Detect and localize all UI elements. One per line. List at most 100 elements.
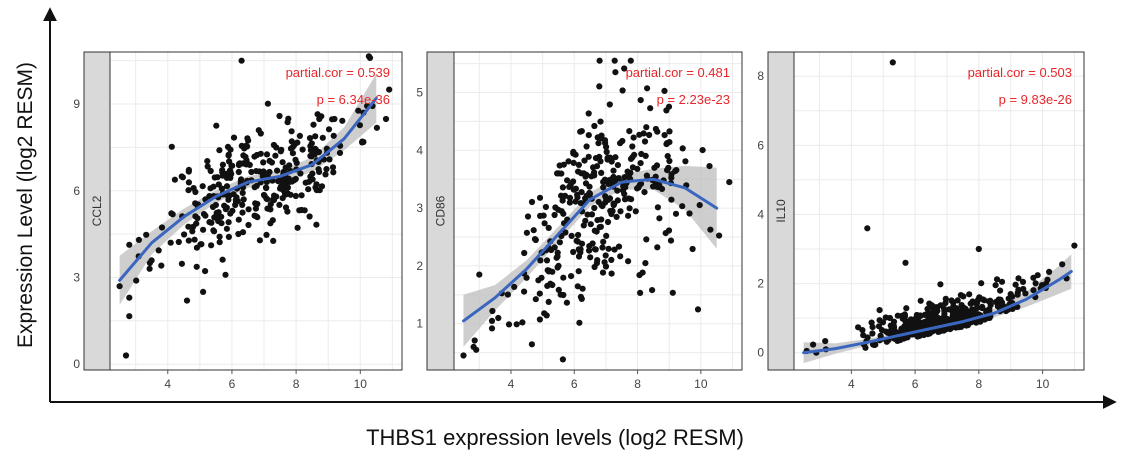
scatter-point [495,314,502,322]
scatter-point [615,175,622,182]
scatter-point [669,289,676,296]
scatter-point [218,213,225,220]
scatter-point [536,194,544,201]
scatter-point [578,189,585,196]
scatter-point [643,124,650,131]
scatter-point [1012,281,1019,288]
scatter-point [981,297,988,304]
scatter-point [591,246,599,253]
scatter-point [928,302,935,309]
scatter-point [227,168,234,175]
scatter-point [513,321,520,328]
scatter-point [523,229,531,236]
scatter-point [997,287,1004,294]
scatter-point [665,227,673,234]
scatter-point [257,130,264,137]
scatter-point [280,180,287,187]
scatter-point [292,175,299,183]
scatter-point [251,212,258,219]
scatter-point [579,285,586,292]
scatter-point [868,319,875,326]
scatter-point [373,124,380,131]
scatter-point [614,187,621,194]
scatter-point [574,191,581,198]
scatter-point [582,173,589,180]
scatter-point [319,134,326,141]
x-tick-label: 10 [354,377,368,391]
scatter-point [232,201,239,209]
scatter-point [215,181,222,188]
scatter-point [894,312,901,319]
scatter-point [532,296,539,303]
scatter-point [323,166,330,173]
scatter-point [200,288,207,295]
scatter-point [233,194,240,201]
scatter-point [158,262,165,269]
scatter-point [679,145,686,152]
x-tick-label: 8 [634,377,641,391]
y-tick-label: 3 [73,270,80,284]
scatter-point [603,232,610,239]
scatter-point [551,244,558,251]
scatter-point [286,162,293,169]
scatter-point [285,175,292,182]
scatter-point [298,192,305,199]
scatter-point [883,328,890,335]
scatter-point [610,202,617,209]
scatter-point [716,232,723,239]
scatter-point [227,210,234,217]
scatter-point [204,163,211,170]
scatter-point [251,184,258,191]
scatter-point [229,162,236,169]
scatter-point [219,256,226,263]
facet-strip [426,51,455,371]
scatter-point [585,110,592,117]
scatter-points [460,57,733,363]
scatter-point [1046,268,1053,275]
panel-ccl2: CCL2 4 6 8 10 0 3 6 9 partial.cor = 0.539 p = 6.34… [73,51,403,391]
x-tick-label: 4 [508,377,515,391]
scatter-point [993,276,1001,283]
scatter-point [609,207,616,214]
scatter-point [566,183,573,190]
scatter-point [581,157,588,164]
scatter-point [169,211,176,218]
scatter-point [308,140,315,147]
y-tick-label: 0 [73,357,80,371]
facet-label-cd86: CD86 [434,195,448,226]
scatter-point [666,157,673,165]
scatter-point [287,191,294,198]
scatter-point [596,224,603,231]
scatter-point [612,154,619,161]
scatter-point [488,325,496,332]
y-tick-label: 5 [416,85,423,99]
scatter-point [974,304,981,311]
scatter-point [560,210,567,217]
scatter-point [200,226,207,233]
scatter-point [1030,274,1037,281]
scatter-point [617,253,624,260]
scatter-point [167,239,174,246]
scatter-point [285,115,292,122]
scatter-point [995,296,1002,303]
scatter-point [608,270,615,277]
scatter-point [934,314,942,321]
scatter-point [216,239,223,246]
scatter-point [875,323,883,330]
scatter-point [193,220,200,227]
scatter-point [969,306,976,313]
scatter-point [925,316,932,323]
scatter-point [641,138,649,145]
scatter-point [488,317,496,324]
scatter-point [194,215,201,222]
scatter-point [869,330,876,337]
scatter-point [637,97,644,104]
scatter-point [608,176,615,183]
scatter-point [900,326,907,333]
scatter-point [538,274,545,281]
scatter-point [245,221,252,229]
scatter-point [643,236,650,243]
scatter-point [625,258,632,265]
scatter-point [148,257,155,264]
scatter-point [339,117,346,124]
